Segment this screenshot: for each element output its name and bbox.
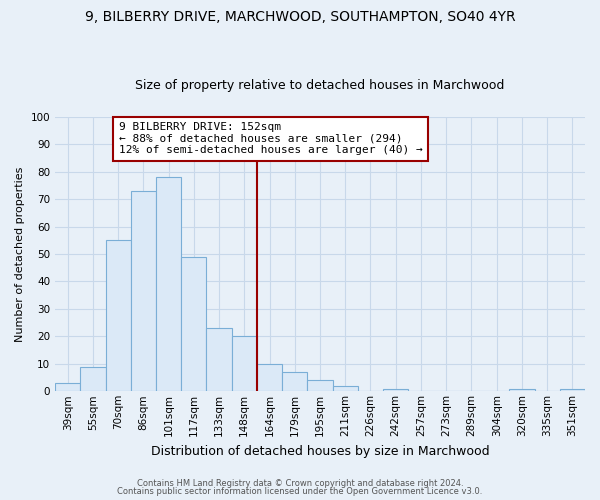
Bar — [307, 380, 332, 392]
Bar — [181, 257, 206, 392]
Bar — [156, 177, 181, 392]
Bar — [383, 388, 409, 392]
Text: Contains HM Land Registry data © Crown copyright and database right 2024.: Contains HM Land Registry data © Crown c… — [137, 478, 463, 488]
Bar — [257, 364, 282, 392]
Bar — [131, 191, 156, 392]
Text: 9, BILBERRY DRIVE, MARCHWOOD, SOUTHAMPTON, SO40 4YR: 9, BILBERRY DRIVE, MARCHWOOD, SOUTHAMPTO… — [85, 10, 515, 24]
Bar — [560, 388, 585, 392]
Y-axis label: Number of detached properties: Number of detached properties — [15, 166, 25, 342]
Bar — [80, 366, 106, 392]
Bar — [55, 383, 80, 392]
Title: Size of property relative to detached houses in Marchwood: Size of property relative to detached ho… — [136, 79, 505, 92]
Bar — [509, 388, 535, 392]
Text: 9 BILBERRY DRIVE: 152sqm
← 88% of detached houses are smaller (294)
12% of semi-: 9 BILBERRY DRIVE: 152sqm ← 88% of detach… — [119, 122, 422, 156]
X-axis label: Distribution of detached houses by size in Marchwood: Distribution of detached houses by size … — [151, 444, 490, 458]
Bar — [106, 240, 131, 392]
Bar — [232, 336, 257, 392]
Bar — [332, 386, 358, 392]
Text: Contains public sector information licensed under the Open Government Licence v3: Contains public sector information licen… — [118, 487, 482, 496]
Bar — [282, 372, 307, 392]
Bar — [206, 328, 232, 392]
